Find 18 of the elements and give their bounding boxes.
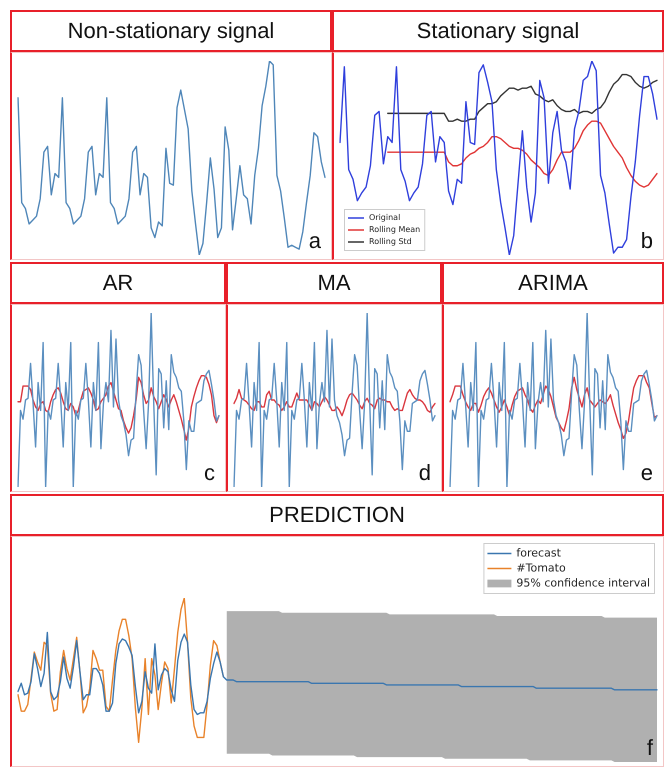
chart-title: ARIMA — [442, 262, 664, 304]
chart-title: MA — [226, 262, 442, 304]
legend-label: forecast — [516, 546, 562, 560]
chart-title: PREDICTION — [10, 494, 664, 536]
annotation: b — [640, 228, 653, 254]
legend-label: 95% confidence interval — [516, 576, 650, 590]
legend-label: #Tomato — [516, 561, 566, 574]
chart-title: Non-stationary signal — [10, 10, 332, 52]
annotation: f — [646, 735, 654, 760]
annotation: a — [308, 228, 322, 254]
chart-title: Stationary signal — [332, 10, 664, 52]
legend-label: Rolling Std — [369, 237, 412, 246]
annotation: e — [640, 460, 653, 486]
annotation: d — [418, 460, 431, 486]
annotation: c — [204, 460, 215, 486]
legend-label: Rolling Mean — [369, 225, 420, 234]
chart-title: AR — [10, 262, 226, 304]
legend-label: Original — [369, 213, 400, 222]
